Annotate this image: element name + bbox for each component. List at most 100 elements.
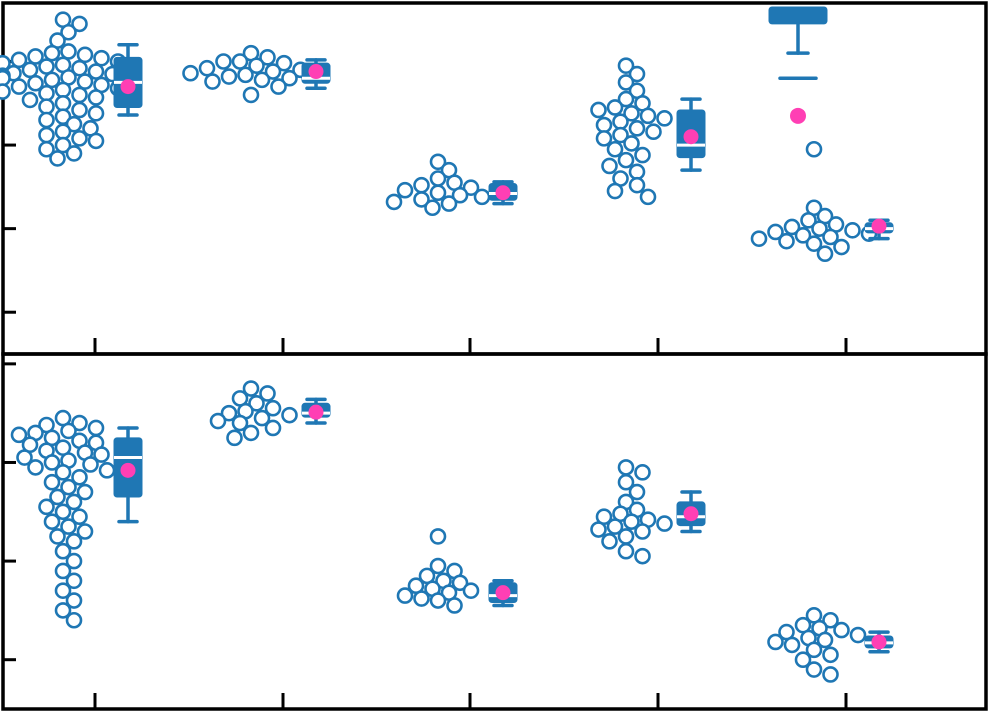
data-point bbox=[38, 498, 55, 516]
data-point bbox=[833, 238, 850, 256]
data-point bbox=[628, 176, 646, 194]
data-point bbox=[606, 140, 624, 158]
top-panel-frame bbox=[1, 1, 988, 356]
group-2 bbox=[209, 380, 331, 447]
data-point bbox=[634, 146, 651, 164]
data-point bbox=[270, 78, 287, 95]
data-point bbox=[49, 528, 66, 545]
data-point bbox=[43, 513, 61, 530]
data-point bbox=[54, 503, 72, 521]
data-point bbox=[783, 218, 801, 236]
mean-marker bbox=[683, 129, 699, 145]
data-point bbox=[822, 228, 839, 246]
data-point bbox=[451, 574, 469, 592]
data-point bbox=[54, 123, 72, 140]
data-point bbox=[76, 523, 94, 540]
data-point bbox=[822, 611, 839, 629]
data-point bbox=[87, 105, 105, 122]
upper-iqr-box bbox=[768, 6, 828, 25]
data-point bbox=[440, 195, 458, 212]
data-point bbox=[617, 57, 635, 74]
mean-marker bbox=[871, 218, 887, 234]
data-point bbox=[54, 542, 72, 560]
group-2 bbox=[182, 44, 331, 104]
data-point bbox=[220, 68, 238, 85]
data-point bbox=[595, 116, 613, 134]
data-point bbox=[198, 59, 216, 77]
data-point bbox=[60, 43, 77, 60]
data-point bbox=[54, 562, 72, 580]
data-point bbox=[248, 395, 265, 412]
data-point bbox=[49, 488, 66, 506]
top-panel-plot-area bbox=[0, 6, 894, 263]
data-point bbox=[54, 582, 72, 599]
data-point bbox=[424, 199, 441, 217]
data-point bbox=[612, 113, 629, 130]
mean-marker bbox=[120, 79, 136, 95]
bottom-panel-plot-area bbox=[10, 380, 894, 683]
mean-marker bbox=[308, 404, 324, 420]
mean-marker bbox=[871, 634, 887, 650]
data-point bbox=[612, 126, 629, 144]
data-point bbox=[242, 380, 260, 397]
data-point bbox=[38, 58, 55, 75]
data-point bbox=[231, 414, 249, 432]
data-point bbox=[601, 533, 618, 550]
data-point bbox=[628, 120, 646, 137]
data-point bbox=[43, 71, 61, 89]
data-point bbox=[645, 123, 662, 140]
data-point bbox=[259, 49, 276, 66]
data-point bbox=[767, 223, 784, 241]
data-point bbox=[628, 65, 646, 83]
data-point bbox=[87, 132, 105, 150]
data-point bbox=[87, 419, 105, 437]
data-point bbox=[220, 404, 238, 422]
data-point bbox=[76, 73, 94, 90]
data-point bbox=[413, 590, 430, 607]
data-point bbox=[253, 71, 271, 89]
data-point bbox=[816, 631, 834, 649]
data-point bbox=[656, 110, 673, 127]
data-point bbox=[634, 547, 651, 565]
data-point bbox=[628, 483, 646, 501]
data-point bbox=[833, 621, 850, 639]
data-point bbox=[805, 235, 823, 252]
data-point bbox=[54, 81, 72, 99]
data-point bbox=[71, 508, 88, 526]
data-point bbox=[65, 115, 83, 133]
data-point bbox=[71, 59, 88, 77]
data-point bbox=[639, 188, 657, 206]
data-point bbox=[54, 94, 72, 112]
data-point bbox=[226, 429, 243, 447]
data-point bbox=[21, 61, 39, 79]
data-point bbox=[54, 136, 72, 154]
data-point bbox=[634, 523, 651, 540]
bottom-panel-frame bbox=[1, 352, 988, 711]
data-point bbox=[264, 63, 282, 80]
data-point bbox=[656, 515, 673, 532]
data-point bbox=[429, 170, 447, 187]
data-point bbox=[822, 646, 839, 664]
data-point bbox=[783, 636, 801, 654]
data-point bbox=[43, 454, 61, 471]
data-point bbox=[204, 73, 221, 90]
data-point bbox=[590, 521, 607, 538]
group-5 bbox=[767, 607, 894, 683]
data-point bbox=[429, 528, 447, 545]
data-point bbox=[65, 611, 83, 629]
data-point bbox=[778, 232, 795, 250]
data-point bbox=[462, 179, 480, 196]
data-point bbox=[800, 211, 817, 229]
data-point bbox=[49, 150, 66, 167]
data-point bbox=[805, 140, 823, 158]
data-point bbox=[253, 409, 271, 427]
data-point bbox=[617, 151, 635, 169]
data-point bbox=[767, 633, 784, 651]
data-point bbox=[231, 53, 249, 70]
data-point bbox=[396, 587, 414, 604]
data-point bbox=[811, 220, 828, 237]
mean-marker bbox=[683, 506, 699, 522]
data-point bbox=[38, 140, 55, 158]
bottom-panel bbox=[1, 352, 988, 711]
data-point bbox=[844, 222, 861, 239]
